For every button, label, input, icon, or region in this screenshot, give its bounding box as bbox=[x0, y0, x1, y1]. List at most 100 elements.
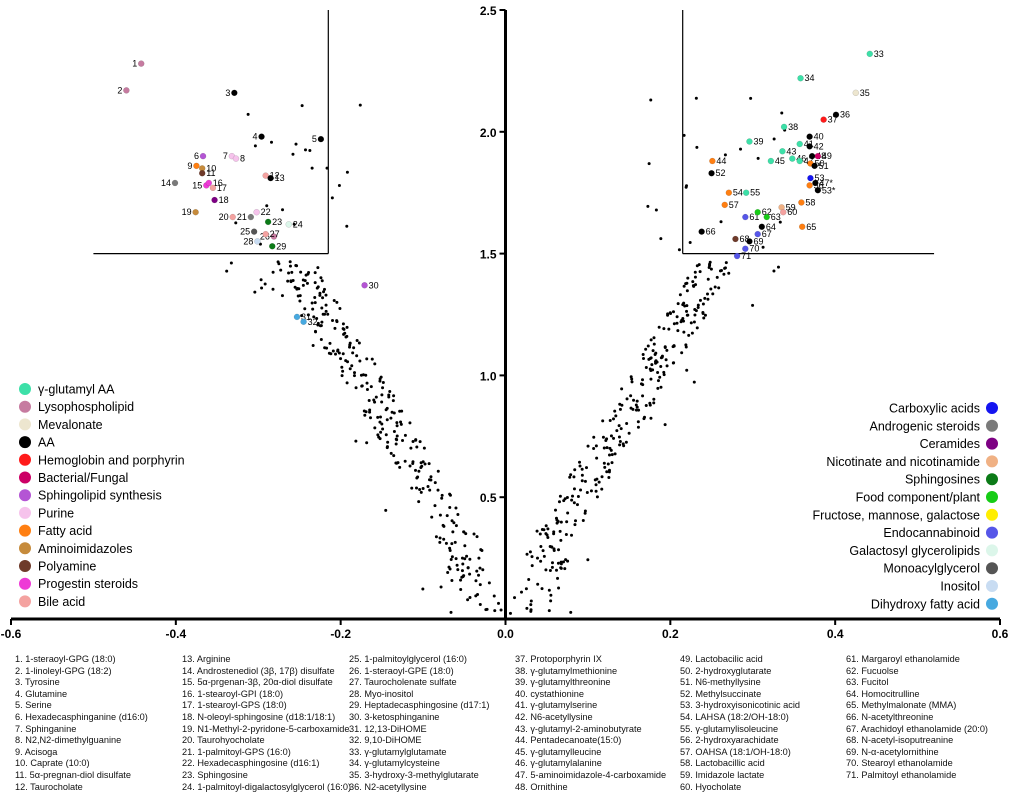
data-point bbox=[620, 403, 624, 407]
point-11 bbox=[199, 170, 206, 177]
data-point bbox=[579, 488, 583, 492]
data-point bbox=[369, 385, 373, 389]
compound-key-item: 58. Lactobacillic acid bbox=[680, 758, 765, 769]
data-point bbox=[439, 585, 443, 589]
compound-key-item: 67. Arachidoyl ethanolamide (20:0) bbox=[846, 723, 988, 734]
compound-key-item: 25. 1-palmitoylglycerol (16:0) bbox=[349, 654, 467, 664]
data-point bbox=[586, 558, 590, 562]
data-point bbox=[652, 401, 656, 405]
point-label-25: 25 bbox=[240, 227, 250, 237]
data-point bbox=[466, 598, 470, 602]
data-point bbox=[398, 465, 402, 469]
data-point bbox=[438, 540, 442, 544]
data-point bbox=[682, 133, 686, 137]
data-point bbox=[299, 270, 303, 274]
compound-key-item: 5. Serine bbox=[15, 700, 52, 711]
point-36 bbox=[832, 111, 840, 118]
data-point bbox=[316, 285, 320, 289]
data-point bbox=[583, 509, 587, 513]
data-point bbox=[440, 493, 444, 497]
data-point bbox=[291, 152, 295, 156]
data-point bbox=[319, 337, 323, 341]
data-point bbox=[303, 279, 307, 283]
compound-key-item: 31. 12,13-DiHOME bbox=[349, 723, 427, 734]
data-point bbox=[373, 400, 377, 404]
data-point bbox=[481, 568, 485, 572]
compound-key-item: 33. γ-glutamylglutamate bbox=[349, 746, 447, 757]
point-label-32: 32 bbox=[308, 317, 318, 327]
data-point bbox=[547, 588, 551, 592]
point-label-60: 60 bbox=[787, 207, 797, 217]
data-point bbox=[348, 367, 352, 371]
point-label-70: 70 bbox=[749, 244, 759, 254]
volcano-chart: -0.6 -0.4 -0.2 0.0 0.2 0.4 0.60.51.01.52.02.5 … bbox=[1, 4, 1009, 641]
data-point bbox=[380, 422, 384, 426]
point-47 bbox=[796, 157, 803, 165]
data-point bbox=[319, 324, 323, 328]
data-point bbox=[612, 436, 616, 440]
data-point bbox=[378, 379, 382, 383]
data-point bbox=[610, 453, 614, 457]
data-point bbox=[610, 461, 614, 465]
legend-swatch bbox=[19, 524, 31, 537]
point-label-54: 54 bbox=[733, 188, 743, 198]
data-point bbox=[478, 602, 482, 606]
data-point bbox=[644, 347, 648, 351]
compound-key-item: 54. LAHSA (18:2/OH-18:0) bbox=[680, 711, 789, 722]
data-point bbox=[685, 309, 689, 313]
compound-key-item: 70. Stearoyl ethanolamide bbox=[846, 758, 953, 769]
data-point bbox=[573, 468, 577, 472]
data-point bbox=[395, 424, 399, 428]
point-24 bbox=[285, 221, 292, 228]
data-point bbox=[685, 368, 689, 372]
point-44 bbox=[709, 157, 716, 165]
data-point bbox=[320, 306, 324, 310]
data-point bbox=[642, 356, 646, 360]
data-point bbox=[608, 446, 612, 450]
compound-key-column: 61. Margaroyl ethanolamide 62. Fucuolse 63… bbox=[846, 654, 988, 782]
legend-label: Ceramides bbox=[920, 437, 980, 451]
legend-swatch bbox=[986, 491, 998, 503]
point-label-65: 65 bbox=[806, 222, 816, 232]
data-point bbox=[368, 416, 372, 420]
point-label-10: 10 bbox=[206, 163, 216, 173]
data-point bbox=[348, 345, 352, 349]
data-point bbox=[619, 427, 623, 431]
data-point bbox=[563, 497, 567, 501]
data-point bbox=[539, 559, 543, 563]
data-point bbox=[331, 318, 335, 322]
compound-key-item: 52. Methylsuccinate bbox=[680, 688, 762, 699]
data-point bbox=[580, 473, 584, 477]
data-point bbox=[410, 486, 414, 490]
compound-key-item: 55. γ-glutamylisoleucine bbox=[680, 723, 779, 734]
data-point bbox=[381, 427, 385, 431]
point-label-21: 21 bbox=[237, 212, 247, 222]
x-tick-label: 0.0 bbox=[497, 627, 514, 641]
data-point bbox=[652, 336, 656, 340]
data-point bbox=[646, 344, 650, 348]
data-point bbox=[594, 489, 598, 493]
data-point bbox=[300, 314, 304, 318]
data-point bbox=[352, 346, 356, 350]
data-point bbox=[427, 462, 431, 466]
point-label-4: 4 bbox=[253, 132, 258, 142]
data-point bbox=[310, 166, 314, 170]
data-point bbox=[408, 464, 412, 468]
data-point bbox=[694, 283, 698, 287]
point-71 bbox=[733, 252, 741, 260]
data-point bbox=[648, 403, 652, 407]
point-69 bbox=[746, 238, 753, 245]
compound-key-item: 21. 1-palmitoyl-GPS (16:0) bbox=[182, 746, 291, 757]
data-point bbox=[550, 565, 554, 569]
data-point bbox=[324, 293, 328, 297]
data-point bbox=[549, 599, 553, 603]
legend-label: Carboxylic acids bbox=[889, 402, 980, 416]
legend-label: Polyamine bbox=[38, 560, 96, 574]
data-point bbox=[334, 352, 338, 356]
point-21 bbox=[247, 213, 255, 221]
legend-label: Fatty acid bbox=[38, 524, 92, 538]
data-point bbox=[606, 462, 610, 466]
data-point bbox=[681, 317, 685, 321]
legend-label: Inositol bbox=[940, 580, 980, 594]
point-34 bbox=[797, 75, 804, 82]
